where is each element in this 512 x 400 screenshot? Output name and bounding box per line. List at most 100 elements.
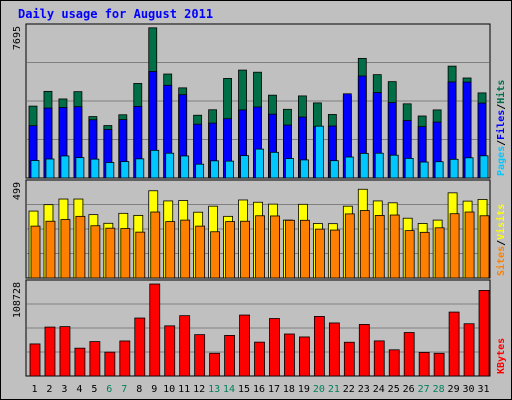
x-tick-label: 23 (358, 384, 370, 395)
pages-bar (210, 160, 220, 179)
kbytes-bar (119, 340, 131, 377)
x-tick-label: 26 (403, 384, 415, 395)
sites-bar (464, 211, 475, 279)
sites-legend: Sites (495, 246, 507, 276)
pages-bar (150, 149, 160, 179)
kbytes-bar (284, 333, 295, 377)
sites-visits-legend: Sites/Visits (495, 204, 507, 276)
pages-bar (120, 161, 130, 179)
kbytes-bar (269, 318, 280, 377)
pages-bar (165, 152, 175, 179)
sites-bar (195, 225, 206, 279)
sites-bar (359, 210, 370, 279)
sites-bar (479, 215, 490, 279)
pages-bar (255, 148, 264, 179)
kbytes-bar (299, 336, 310, 377)
sites-bar (419, 231, 430, 279)
pages-bar (359, 152, 369, 179)
x-tick-label: 19 (298, 384, 310, 395)
kbytes-bar (134, 317, 146, 377)
x-tick-label: 12 (193, 384, 205, 395)
pages-bar (479, 155, 489, 179)
sites-bar (240, 220, 250, 279)
sites-bar (285, 219, 295, 279)
kbytes-ymax-label: 108728 (12, 282, 23, 318)
pages-bar (30, 160, 40, 179)
sites-bar (329, 229, 340, 279)
pages-bar (449, 158, 459, 179)
x-tick-label: 9 (151, 384, 157, 395)
kbytes-bar (433, 352, 445, 377)
kbytes-bar (254, 341, 265, 377)
x-tick-label: 10 (163, 384, 175, 395)
hits-ymax-label: 7695 (12, 26, 23, 50)
kbytes-bar (44, 326, 56, 377)
kbytes-bar (313, 315, 325, 377)
pages-bar (180, 155, 190, 179)
x-tick-label: 16 (253, 384, 265, 395)
x-tick-label: 22 (343, 384, 355, 395)
chart-title: Daily usage for August 2011 (18, 7, 213, 21)
pages-bar (195, 163, 205, 179)
pages-bar (135, 158, 145, 179)
x-tick-label: 29 (448, 384, 460, 395)
x-tick-label: 21 (328, 384, 340, 395)
kbytes-bar (478, 290, 490, 377)
sites-bar (75, 215, 86, 279)
kbytes-bar (403, 332, 415, 377)
kbytes-bar (463, 323, 475, 377)
sites-bar (30, 225, 41, 279)
sites-bar (165, 221, 176, 279)
sites-bar (389, 214, 400, 279)
x-tick-label: 17 (268, 384, 280, 395)
x-tick-label: 13 (208, 384, 220, 395)
kbytes-bar (224, 335, 235, 377)
pages-bar (225, 160, 234, 179)
sites-bar (434, 227, 445, 279)
x-tick-label: 5 (91, 384, 97, 395)
kbytes-bar (343, 341, 355, 377)
pages-bar (90, 158, 100, 179)
x-tick-label: 8 (136, 384, 142, 395)
pages-bar (75, 157, 85, 179)
legend-separator: / (496, 104, 507, 110)
x-tick-label: 14 (223, 384, 235, 395)
legend-separator: / (496, 140, 507, 146)
sites-bar (210, 231, 221, 279)
kbytes-bar (328, 322, 340, 377)
pages-bar (434, 161, 444, 179)
hits-files-pages-legend: Pages/Files/Hits (495, 80, 507, 176)
x-tick-label: 6 (106, 384, 112, 395)
kbytes-bar (194, 334, 206, 377)
x-tick-label: 4 (76, 384, 82, 395)
sites-bar (45, 220, 56, 279)
sites-bar (180, 219, 191, 279)
x-tick-label: 30 (463, 384, 475, 395)
pages-bar (105, 162, 115, 179)
kbytes-bar (373, 340, 385, 377)
x-tick-label: 2 (46, 384, 52, 395)
sites-bar (344, 213, 355, 279)
kbytes-bar (149, 283, 161, 377)
sites-bar (105, 227, 116, 279)
visits-legend: Visits (495, 204, 507, 240)
sites-bar (314, 228, 325, 279)
kbytes-bar (59, 326, 71, 377)
x-tick-label: 15 (238, 384, 250, 395)
x-tick-label: 20 (313, 384, 325, 395)
x-axis-labels: 1 2 3 4 5 6 7 8 9 10 11 12 13 14 15 16 17 18 19 20 21 22 23 24 2… (31, 384, 489, 395)
sites-bar (150, 211, 161, 279)
x-tick-label: 28 (433, 384, 445, 395)
sites-bar (404, 230, 415, 279)
pages-bar (329, 160, 339, 179)
x-tick-label: 1 (31, 384, 37, 395)
x-tick-label: 31 (477, 384, 489, 395)
sites-bar (270, 215, 280, 279)
kbytes-legend-group: KBytes (496, 338, 507, 374)
pages-bar (464, 157, 474, 179)
files-legend: Files (495, 110, 507, 140)
pages-bar (45, 158, 55, 179)
x-tick-label: 7 (121, 384, 127, 395)
x-tick-label: 27 (418, 384, 430, 395)
